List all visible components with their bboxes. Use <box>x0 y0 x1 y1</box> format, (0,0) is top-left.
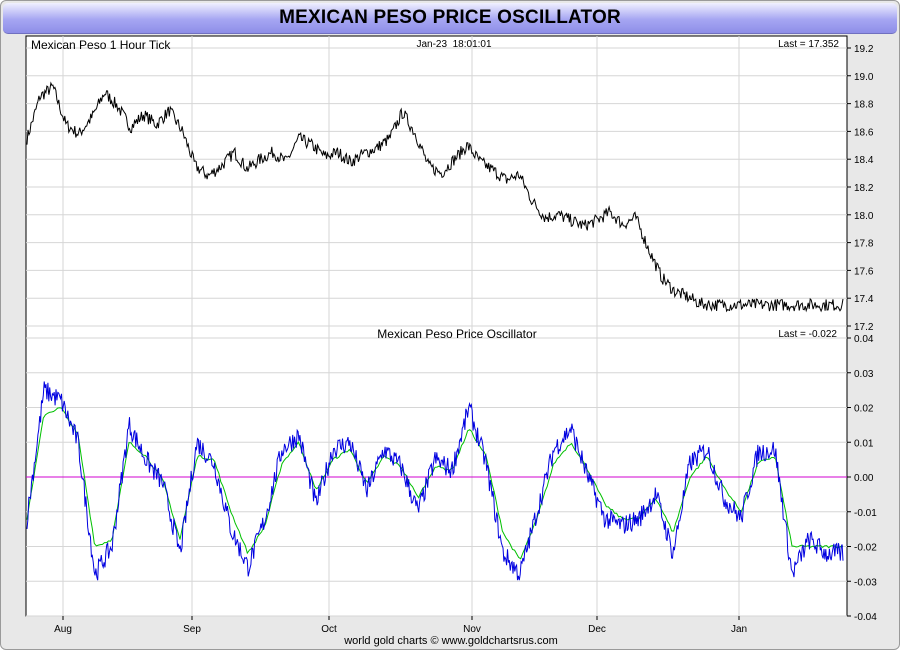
price-panel <box>25 35 848 327</box>
price-y-tick-label: 17.2 <box>854 322 874 333</box>
x-tick-label: Oct <box>321 624 337 635</box>
footer-credit: world gold charts © www.goldchartsrus.co… <box>343 635 558 647</box>
oscillator-last-value: Last = -0.022 <box>778 329 837 340</box>
price-series <box>26 81 844 313</box>
oscillator-y-tick-label: 0.04 <box>854 334 874 345</box>
title-bar: MEXICAN PESO PRICE OSCILLATOR <box>3 3 897 34</box>
axis-ticks: 19.2 19.0 18.8 18.6 18.4 18.2 18.0 17.8 17.6 17.4… <box>54 44 877 635</box>
price-y-tick-label: 17.4 <box>854 294 874 305</box>
oscillator-y-tick-label: 0.00 <box>854 473 874 484</box>
oscillator-y-tick-label: -0.03 <box>854 577 877 588</box>
price-y-tick-label: 18.4 <box>854 155 874 166</box>
oscillator-y-tick-label: -0.02 <box>854 543 877 554</box>
price-timestamp: Jan-23 18:01:01 <box>416 39 491 50</box>
price-y-tick-label: 18.2 <box>854 183 874 194</box>
x-tick-label: Aug <box>54 624 72 635</box>
price-y-tick-label: 19.2 <box>854 44 874 55</box>
x-tick-label: Dec <box>588 624 606 635</box>
oscillator-series <box>26 381 847 581</box>
x-tick-label: Nov <box>463 624 481 635</box>
price-last-value: Last = 17.352 <box>778 39 839 50</box>
price-y-tick-label: 17.6 <box>854 266 874 277</box>
oscillator-y-tick-label: 0.02 <box>854 404 874 415</box>
page-title: MEXICAN PESO PRICE OSCILLATOR <box>279 7 621 28</box>
price-y-tick-label: 18.6 <box>854 127 874 138</box>
x-tick-label: Jan <box>731 624 747 635</box>
oscillator-y-tick-label: -0.04 <box>854 612 877 623</box>
x-tick-label: Sep <box>183 624 201 635</box>
oscillator-panel <box>25 325 848 617</box>
oscillator-y-tick-label: 0.03 <box>854 369 874 380</box>
price-y-tick-label: 17.8 <box>854 239 874 250</box>
signal-line <box>26 407 844 560</box>
price-y-tick-label: 19.0 <box>854 72 874 83</box>
price-chart-title: Mexican Peso 1 Hour Tick <box>31 38 171 52</box>
price-y-tick-label: 18.0 <box>854 211 874 222</box>
oscillator-chart-title: Mexican Peso Price Oscillator <box>377 327 536 341</box>
oscillator-y-tick-label: -0.01 <box>854 508 877 519</box>
price-y-tick-label: 18.8 <box>854 100 874 111</box>
price-line <box>26 81 844 313</box>
oscillator-line <box>26 381 844 581</box>
oscillator-y-tick-label: 0.01 <box>854 438 874 449</box>
